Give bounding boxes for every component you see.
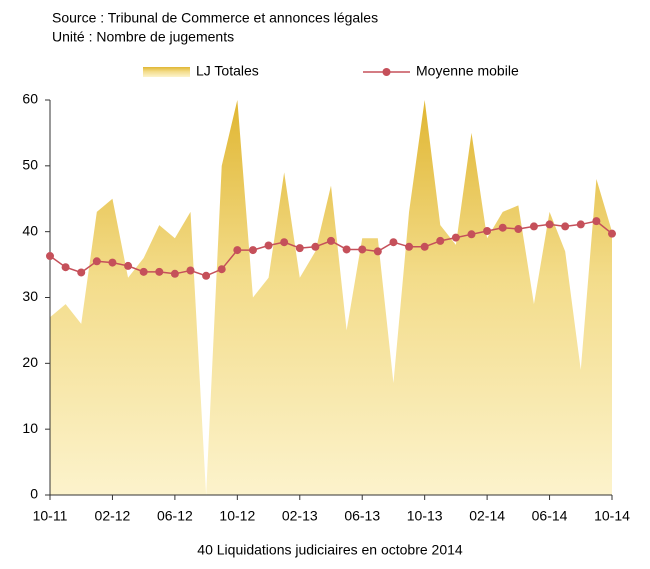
marker (592, 217, 601, 226)
marker (61, 263, 70, 272)
marker (233, 246, 242, 255)
marker (124, 261, 133, 270)
subtitle: Source : Tribunal de Commerce et annonce… (52, 10, 378, 26)
y-tick-label: 0 (30, 486, 38, 502)
marker (248, 246, 257, 255)
area (50, 100, 612, 495)
marker (342, 245, 351, 254)
marker (186, 266, 195, 275)
marker (608, 229, 616, 238)
marker (77, 268, 86, 277)
marker (217, 265, 226, 274)
x-tick-label: 02-12 (95, 508, 131, 524)
legend-marker (382, 68, 391, 76)
x-tick-label: 06-13 (344, 508, 380, 524)
marker (327, 236, 335, 245)
marker (561, 222, 570, 231)
marker (545, 220, 554, 229)
x-tick-label: 10-12 (219, 508, 255, 524)
y-tick-label: 10 (22, 420, 38, 436)
legend-swatch (143, 67, 190, 77)
marker (420, 242, 429, 251)
marker (46, 252, 54, 261)
marker (170, 269, 179, 278)
y-tick-label: 50 (22, 157, 38, 173)
marker (405, 242, 414, 251)
x-tick-label: 10-11 (33, 508, 68, 524)
marker (108, 258, 117, 267)
marker (389, 238, 398, 247)
marker (280, 238, 289, 247)
x-tick-label: 06-14 (532, 508, 568, 524)
marker (358, 245, 367, 254)
marker (202, 271, 211, 280)
marker (498, 223, 507, 232)
caption: 40 Liquidations judiciaires en octobre 2… (197, 542, 463, 558)
marker (373, 247, 382, 256)
marker (529, 222, 538, 231)
marker (514, 225, 523, 234)
x-tick-label: 10-14 (594, 508, 630, 524)
x-tick-label: 10-13 (407, 508, 443, 524)
x-tick-label: 06-12 (157, 508, 193, 524)
legend-label: Moyenne mobile (416, 63, 519, 79)
x-tick-label: 02-13 (282, 508, 318, 524)
marker (92, 257, 101, 266)
marker (436, 236, 445, 245)
y-tick-label: 20 (22, 354, 38, 370)
marker (576, 220, 585, 229)
marker (483, 227, 492, 236)
legend-label: LJ Totales (196, 63, 259, 79)
y-tick-label: 30 (22, 288, 38, 304)
x-tick-label: 02-14 (469, 508, 505, 524)
marker (264, 241, 273, 250)
y-tick-label: 40 (22, 222, 38, 238)
marker (139, 267, 148, 276)
subtitle: Unité : Nombre de jugements (52, 29, 234, 45)
marker (311, 242, 320, 251)
marker (295, 244, 304, 253)
marker (467, 230, 476, 239)
marker (451, 233, 460, 242)
marker (155, 267, 164, 276)
y-tick-label: 60 (22, 91, 38, 107)
